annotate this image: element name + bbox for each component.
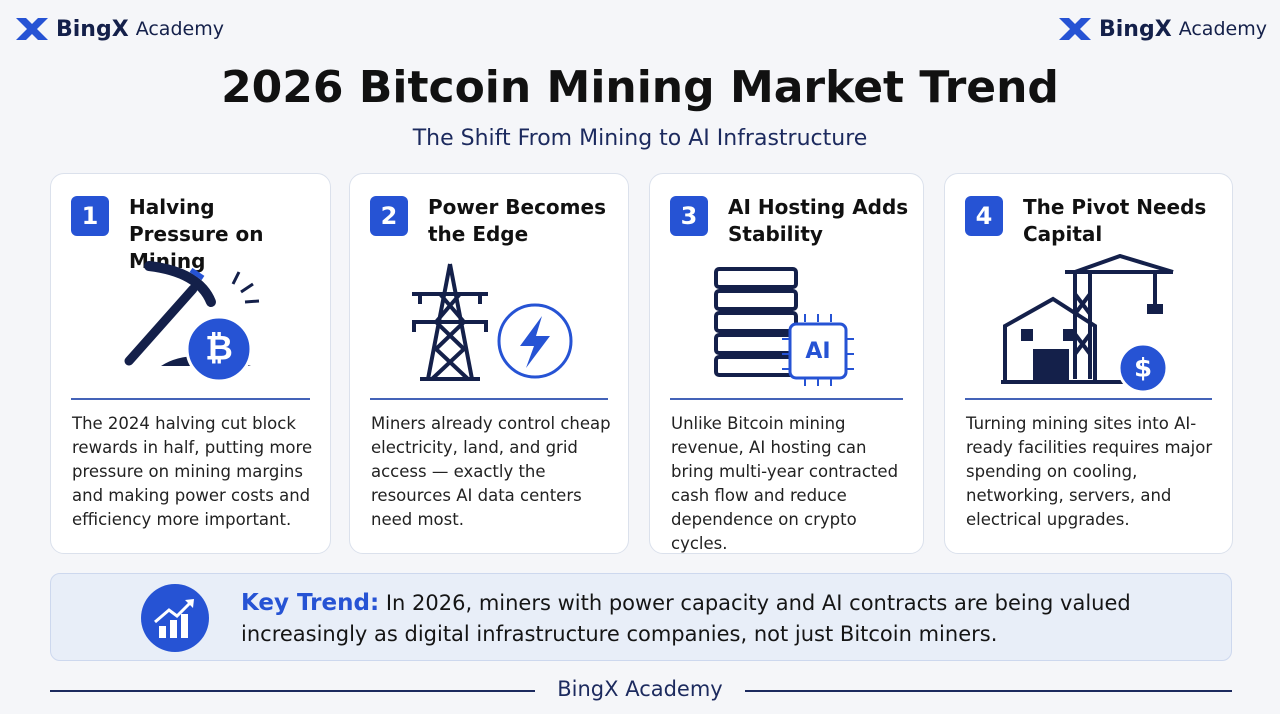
server-icon: AI <box>714 267 854 386</box>
logo-mark <box>1059 18 1091 40</box>
card: 4 The Pivot Needs Capital $ Turning mini… <box>944 173 1233 554</box>
card-title: Halving Pressure on Mining <box>129 195 264 273</box>
card-number: 1 <box>71 196 109 236</box>
card-number: 2 <box>370 196 408 236</box>
card-title: The Pivot Needs Capital <box>1023 195 1207 246</box>
icon-text: $ <box>1134 354 1152 384</box>
card: 3 AI Hosting Adds Stability AI Unlike Bi… <box>649 173 924 554</box>
divider <box>370 398 608 400</box>
growth-icon <box>141 584 209 652</box>
divider <box>965 398 1212 400</box>
card-title: Power Becomes the Edge <box>428 195 606 246</box>
card: 1 Halving Pressure on Mining ₿ The 2024 … <box>50 173 331 554</box>
power-icon <box>412 263 573 381</box>
pickaxe-icon: ₿ <box>124 261 260 383</box>
key-trend-label: Key Trend: <box>241 590 380 616</box>
card: 2 Power Becomes the Edge Miners already … <box>349 173 629 554</box>
key-trend-body: In 2026, miners with power capacity and … <box>241 591 1131 646</box>
divider <box>670 398 903 400</box>
card-text: Unlike Bitcoin mining revenue, AI hostin… <box>671 414 899 553</box>
icon-text: AI <box>805 339 830 364</box>
card-text: Miners already control cheap electricity… <box>371 414 611 529</box>
logo: BingX Academy <box>1057 14 1267 44</box>
subtitle: The Shift From Mining to AI Infrastructu… <box>412 126 868 151</box>
facility-icon: $ <box>1001 254 1174 394</box>
card-title: AI Hosting Adds Stability <box>728 195 909 246</box>
logo: BingX Academy <box>14 14 224 44</box>
card-text: The 2024 halving cut block rewards in ha… <box>72 414 313 529</box>
logo-suffix: Academy <box>135 18 224 40</box>
card-number: 3 <box>670 196 708 236</box>
footer-line <box>50 690 535 692</box>
divider <box>71 398 310 400</box>
card-text: Turning mining sites into AI-ready facil… <box>966 414 1213 529</box>
footer: BingX Academy <box>557 677 723 701</box>
footer-line <box>745 690 1232 692</box>
logo-suffix: Academy <box>1178 18 1267 40</box>
icon-text: ₿ <box>205 329 233 369</box>
key-trend-text: Key Trend: In 2026, miners with power ca… <box>241 588 1141 650</box>
card-number: 4 <box>965 196 1003 236</box>
logo-mark <box>16 18 48 40</box>
key-trend-box: Key Trend: In 2026, miners with power ca… <box>50 573 1232 661</box>
title: 2026 Bitcoin Mining Market Trend <box>221 62 1059 113</box>
logo-name: BingX <box>1099 16 1172 42</box>
logo-name: BingX <box>56 16 129 42</box>
